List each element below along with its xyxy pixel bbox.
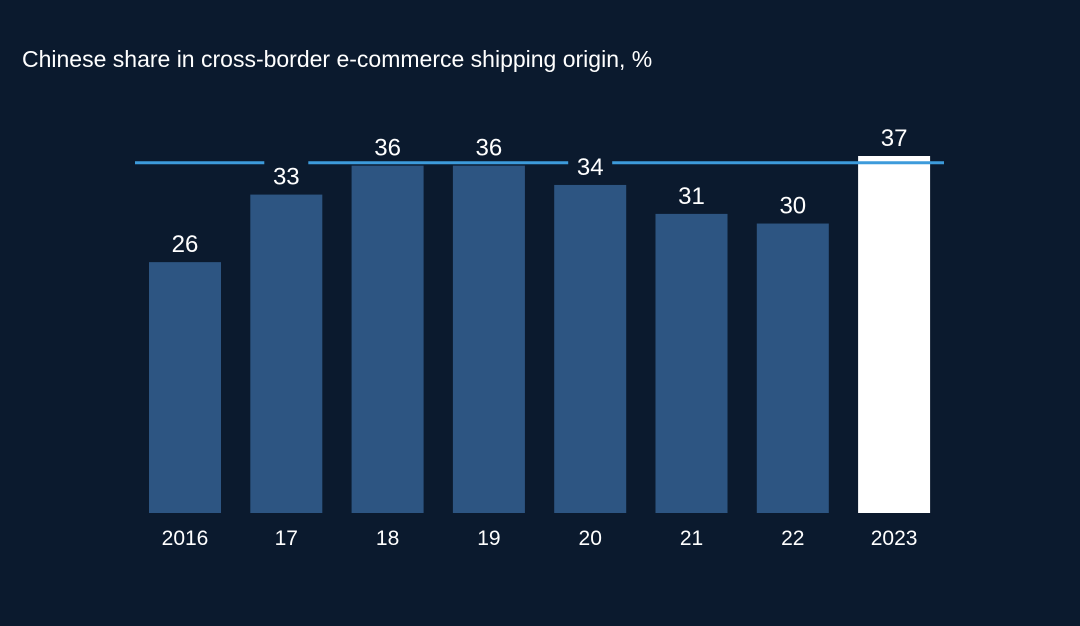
bar-19 xyxy=(452,165,525,513)
data-label-2023: 37 xyxy=(881,125,908,152)
chart-title: Chinese share in cross-border e-commerce… xyxy=(22,46,653,72)
tick-label-17: 17 xyxy=(275,527,298,550)
tick-label-2016: 2016 xyxy=(162,527,209,550)
data-label-21: 31 xyxy=(678,183,705,210)
bar-21 xyxy=(655,213,728,513)
bar-17 xyxy=(250,194,323,513)
bar-2016 xyxy=(149,262,221,513)
bar-22 xyxy=(756,223,829,514)
tick-label-19: 19 xyxy=(477,527,500,550)
bars-layer xyxy=(149,156,931,514)
tick-label-22: 22 xyxy=(781,527,804,550)
tick-label-18: 18 xyxy=(376,527,399,550)
data-label-19: 36 xyxy=(476,135,503,162)
labels-layer: 26 2016 33 17 36 18 36 19 34 20 31 21 30 22 37 2023 xyxy=(162,125,918,550)
data-label-22: 30 xyxy=(779,193,806,220)
tick-label-20: 20 xyxy=(579,527,602,550)
bar-18 xyxy=(351,165,424,513)
data-label-20: 34 xyxy=(577,154,604,181)
bar-2023 xyxy=(858,156,931,513)
tick-label-2023: 2023 xyxy=(871,527,918,550)
data-label-17: 33 xyxy=(273,164,300,191)
bar-20 xyxy=(554,184,627,513)
tick-label-21: 21 xyxy=(680,527,703,550)
data-label-2016: 26 xyxy=(172,231,199,258)
data-label-18: 36 xyxy=(374,135,401,162)
